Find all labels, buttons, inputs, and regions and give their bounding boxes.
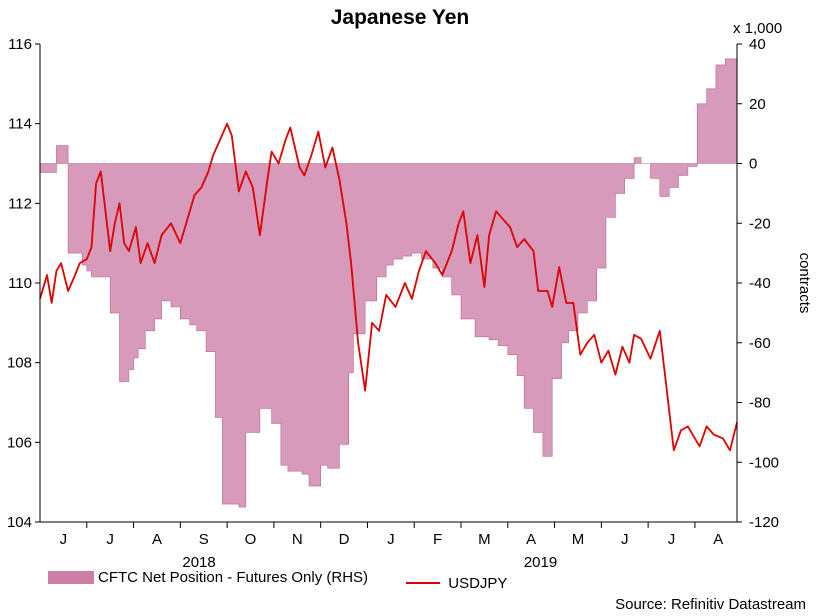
month-label: J bbox=[60, 531, 68, 548]
right-axis-scale-note: x 1,000 bbox=[733, 20, 782, 37]
left-tick-label: 114 bbox=[8, 116, 32, 133]
right-tick-label: -40 bbox=[749, 275, 771, 292]
cftc-area-layer bbox=[39, 58, 738, 508]
month-label: J bbox=[106, 531, 114, 548]
legend-label-cftc: CFTC Net Position - Futures Only (RHS) bbox=[98, 569, 369, 586]
left-tick-label: 112 bbox=[8, 195, 32, 212]
right-tick-label: -100 bbox=[749, 454, 779, 471]
year-label: 2019 bbox=[524, 554, 557, 571]
legend-item-cftc: CFTC Net Position - Futures Only (RHS) bbox=[48, 569, 368, 586]
month-label: M bbox=[572, 531, 585, 548]
legend-label-usdjpy: USDJPY bbox=[448, 574, 508, 592]
right-tick-label: -80 bbox=[749, 395, 771, 412]
month-label: A bbox=[713, 531, 723, 548]
left-tick-label: 106 bbox=[7, 434, 32, 451]
month-label: D bbox=[339, 531, 350, 548]
right-tick-label: 40 bbox=[749, 36, 766, 53]
month-label: F bbox=[433, 531, 442, 548]
left-tick-label: 108 bbox=[7, 355, 32, 372]
source-note: Source: Refinitiv Datastream bbox=[615, 596, 806, 613]
month-label: M bbox=[478, 531, 491, 548]
usdjpy-line-layer bbox=[39, 122, 738, 452]
right-tick-label: -60 bbox=[749, 335, 771, 352]
year-label: 2018 bbox=[182, 554, 215, 571]
month-label: A bbox=[526, 531, 536, 548]
right-tick-label: 20 bbox=[749, 96, 766, 113]
cftc-area bbox=[39, 58, 738, 508]
right-tick-label: -120 bbox=[749, 514, 779, 531]
chart-title: Japanese Yen bbox=[331, 6, 470, 29]
month-label: J bbox=[387, 531, 395, 548]
axes: 104 106 108 110 112 114 116 -120 -100 -80 -60 -40 -2… bbox=[7, 36, 779, 571]
left-tick-label: 110 bbox=[8, 275, 32, 292]
right-axis-label: contracts bbox=[796, 253, 813, 314]
month-label: J bbox=[621, 531, 629, 548]
right-tick-label: 0 bbox=[749, 156, 757, 173]
month-label: J bbox=[668, 531, 676, 548]
left-tick-label: 116 bbox=[8, 36, 32, 53]
month-label: O bbox=[245, 531, 257, 548]
month-label: S bbox=[199, 531, 209, 548]
month-label: N bbox=[292, 531, 303, 548]
legend-swatch-usdjpy bbox=[406, 582, 441, 584]
left-tick-label: 104 bbox=[7, 514, 32, 531]
legend: CFTC Net Position - Futures Only (RHS) U… bbox=[48, 569, 541, 592]
legend-item-usdjpy: USDJPY bbox=[406, 575, 507, 592]
month-label: A bbox=[152, 531, 162, 548]
right-tick-label: -20 bbox=[749, 215, 771, 232]
usdjpy-line bbox=[39, 122, 738, 452]
legend-swatch-cftc bbox=[48, 571, 94, 584]
